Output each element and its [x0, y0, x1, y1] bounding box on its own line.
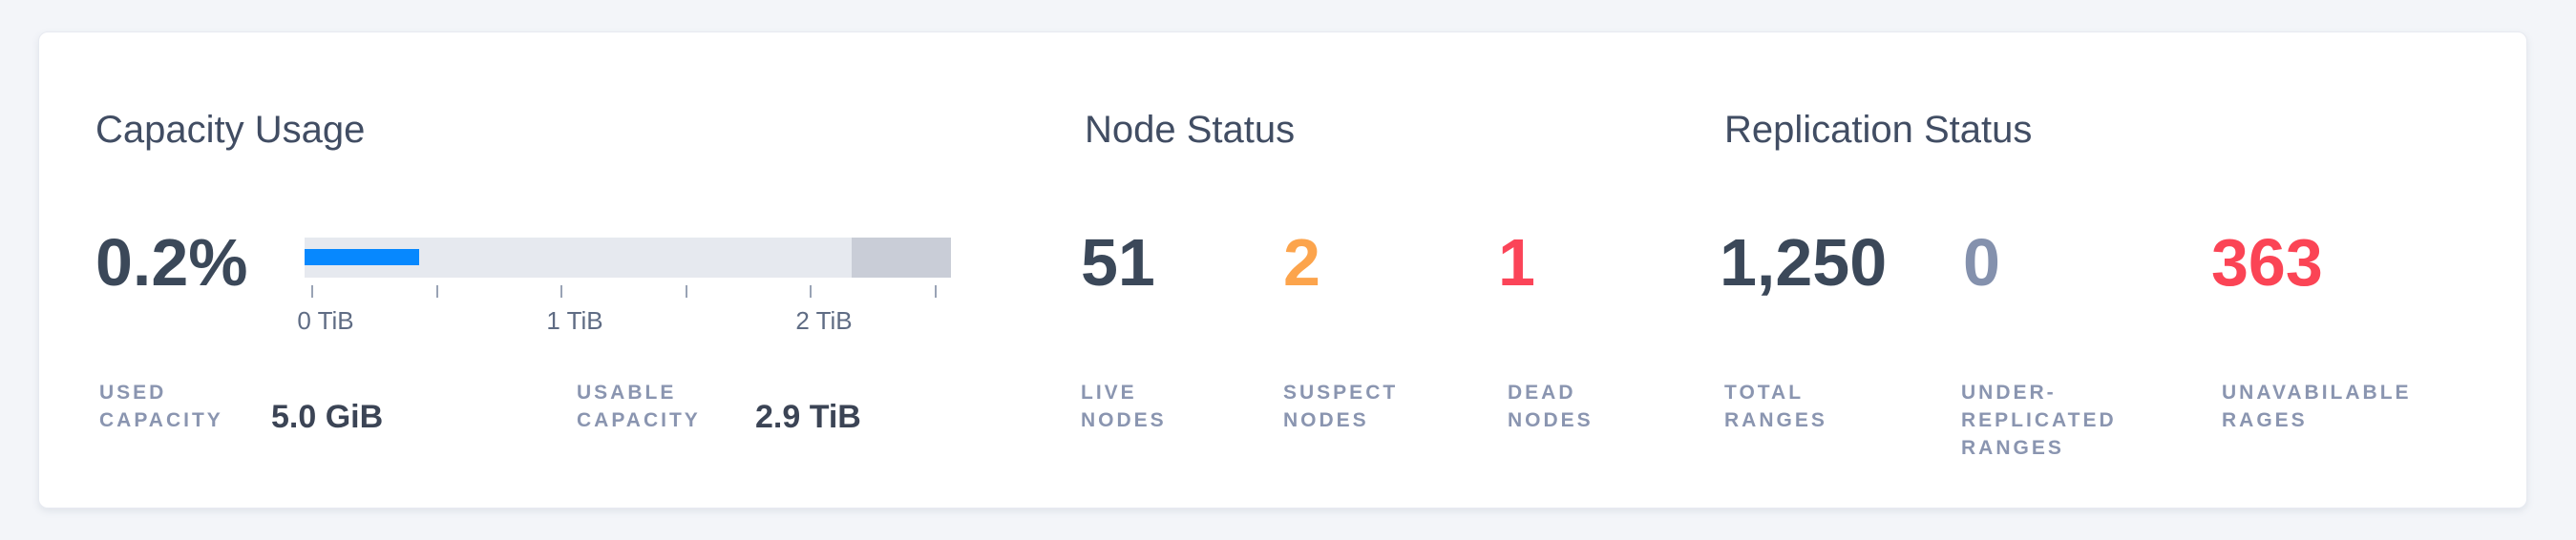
unavailable-ranges-count: 363: [2211, 225, 2323, 300]
dead-nodes-label: DEAD NODES: [1508, 382, 1594, 431]
axis-label-2tib: 2 TiB: [795, 306, 853, 335]
under-replicated-ranges-count: 0: [1963, 225, 2000, 300]
suspect-nodes-label: SUSPECT NODES: [1283, 382, 1399, 431]
usable-capacity-label: USABLE CAPACITY: [577, 382, 701, 431]
suspect-nodes-count: 2: [1283, 225, 1320, 300]
axis-tick: [311, 285, 313, 298]
capacity-used-percent: 0.2%: [95, 225, 248, 300]
axis-tick: [686, 285, 687, 298]
axis-tick: [560, 285, 562, 298]
total-ranges-label: TOTAL RANGES: [1724, 382, 1827, 431]
under-replicated-ranges-label: UNDER- REPLICATED RANGES: [1961, 382, 2117, 459]
axis-label-1tib: 1 TiB: [546, 306, 603, 335]
capacity-bar-track: [305, 238, 951, 278]
axis-tick: [436, 285, 438, 298]
axis-label-0tib: 0 TiB: [297, 306, 354, 335]
live-nodes-count: 51: [1081, 225, 1155, 300]
capacity-usage-title: Capacity Usage: [95, 109, 366, 151]
cluster-overview-card: Capacity Usage 0.2% 0 TiB 1 TiB 2 TiB US…: [38, 31, 2527, 509]
replication-status-title: Replication Status: [1724, 109, 2033, 151]
unavailable-ranges-label: UNAVABILABLE RAGES: [2222, 382, 2412, 431]
capacity-bar-other: [852, 238, 951, 278]
live-nodes-label: LIVE NODES: [1081, 382, 1167, 431]
capacity-bar-used: [305, 249, 419, 265]
node-status-title: Node Status: [1085, 109, 1296, 151]
total-ranges-count: 1,250: [1720, 225, 1888, 300]
dead-nodes-count: 1: [1498, 225, 1535, 300]
used-capacity-label: USED CAPACITY: [99, 382, 223, 431]
usable-capacity-value: 2.9 TiB: [755, 399, 861, 435]
axis-tick: [935, 285, 937, 298]
axis-tick: [810, 285, 812, 298]
used-capacity-value: 5.0 GiB: [271, 399, 384, 435]
